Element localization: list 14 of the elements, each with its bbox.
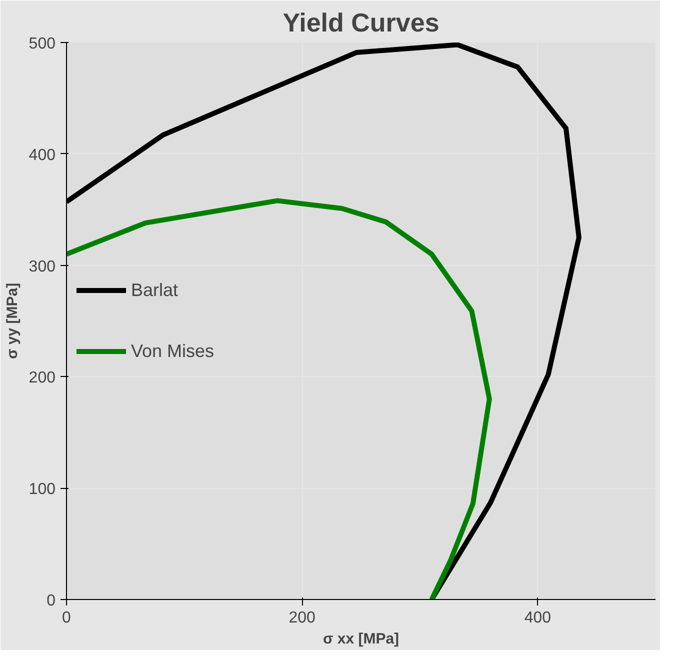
legend-label: Barlat — [131, 280, 178, 300]
y-tick-label: 0 — [46, 592, 56, 610]
chart-title: Yield Curves — [282, 8, 440, 38]
x-tick-label: 200 — [288, 610, 316, 626]
y-tick-label: 100 — [28, 481, 56, 498]
y-axis-title: σ yy [MPa] — [4, 282, 21, 360]
x-axis-title: σ xx [MPa] — [322, 630, 400, 648]
y-tick-label: 400 — [28, 146, 56, 164]
x-tick-label: 0 — [62, 610, 72, 626]
y-tick-label: 300 — [28, 258, 56, 276]
y-tick-label: 200 — [28, 370, 56, 387]
legend-label: Von Mises — [131, 340, 214, 362]
y-tick-label: 500 — [28, 36, 56, 52]
x-tick-label: 400 — [524, 610, 552, 626]
